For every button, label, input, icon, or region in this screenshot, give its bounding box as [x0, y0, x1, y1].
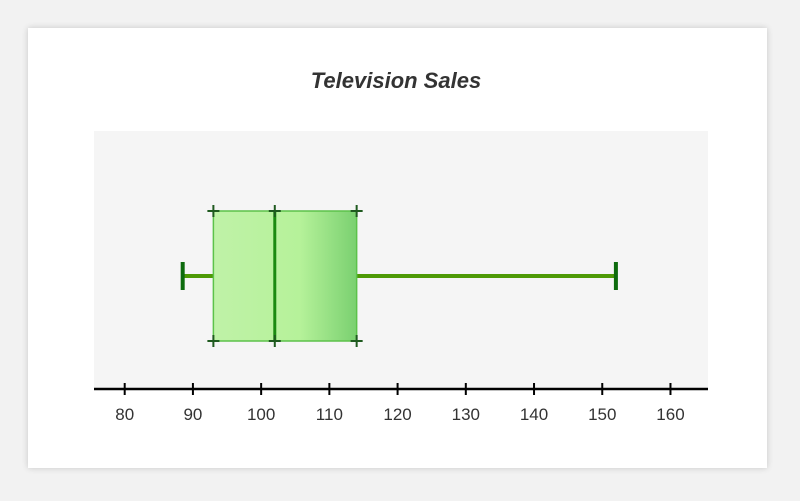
box-iqr: [212, 210, 358, 342]
marker-median-bottom: [268, 335, 281, 347]
x-tick-label-110: 110: [316, 405, 343, 424]
marker-q3-bottom: [350, 335, 363, 347]
x-tick-label-160: 160: [656, 405, 684, 424]
plot-area: [94, 131, 708, 389]
x-tick-label-130: 130: [452, 405, 480, 424]
x-tick-label-100: 100: [247, 405, 275, 424]
marker-q1-top: [207, 205, 220, 217]
marker-q1-bottom: [207, 335, 220, 347]
x-tick-label-90: 90: [183, 405, 202, 424]
x-tick-label-120: 120: [383, 405, 411, 424]
x-tick-label-80: 80: [115, 405, 134, 424]
marker-q3-top: [350, 205, 363, 217]
chart-title: Television Sales: [311, 68, 481, 93]
x-tick-label-150: 150: [588, 405, 616, 424]
marker-median-top: [268, 205, 281, 217]
x-tick-label-140: 140: [520, 405, 548, 424]
